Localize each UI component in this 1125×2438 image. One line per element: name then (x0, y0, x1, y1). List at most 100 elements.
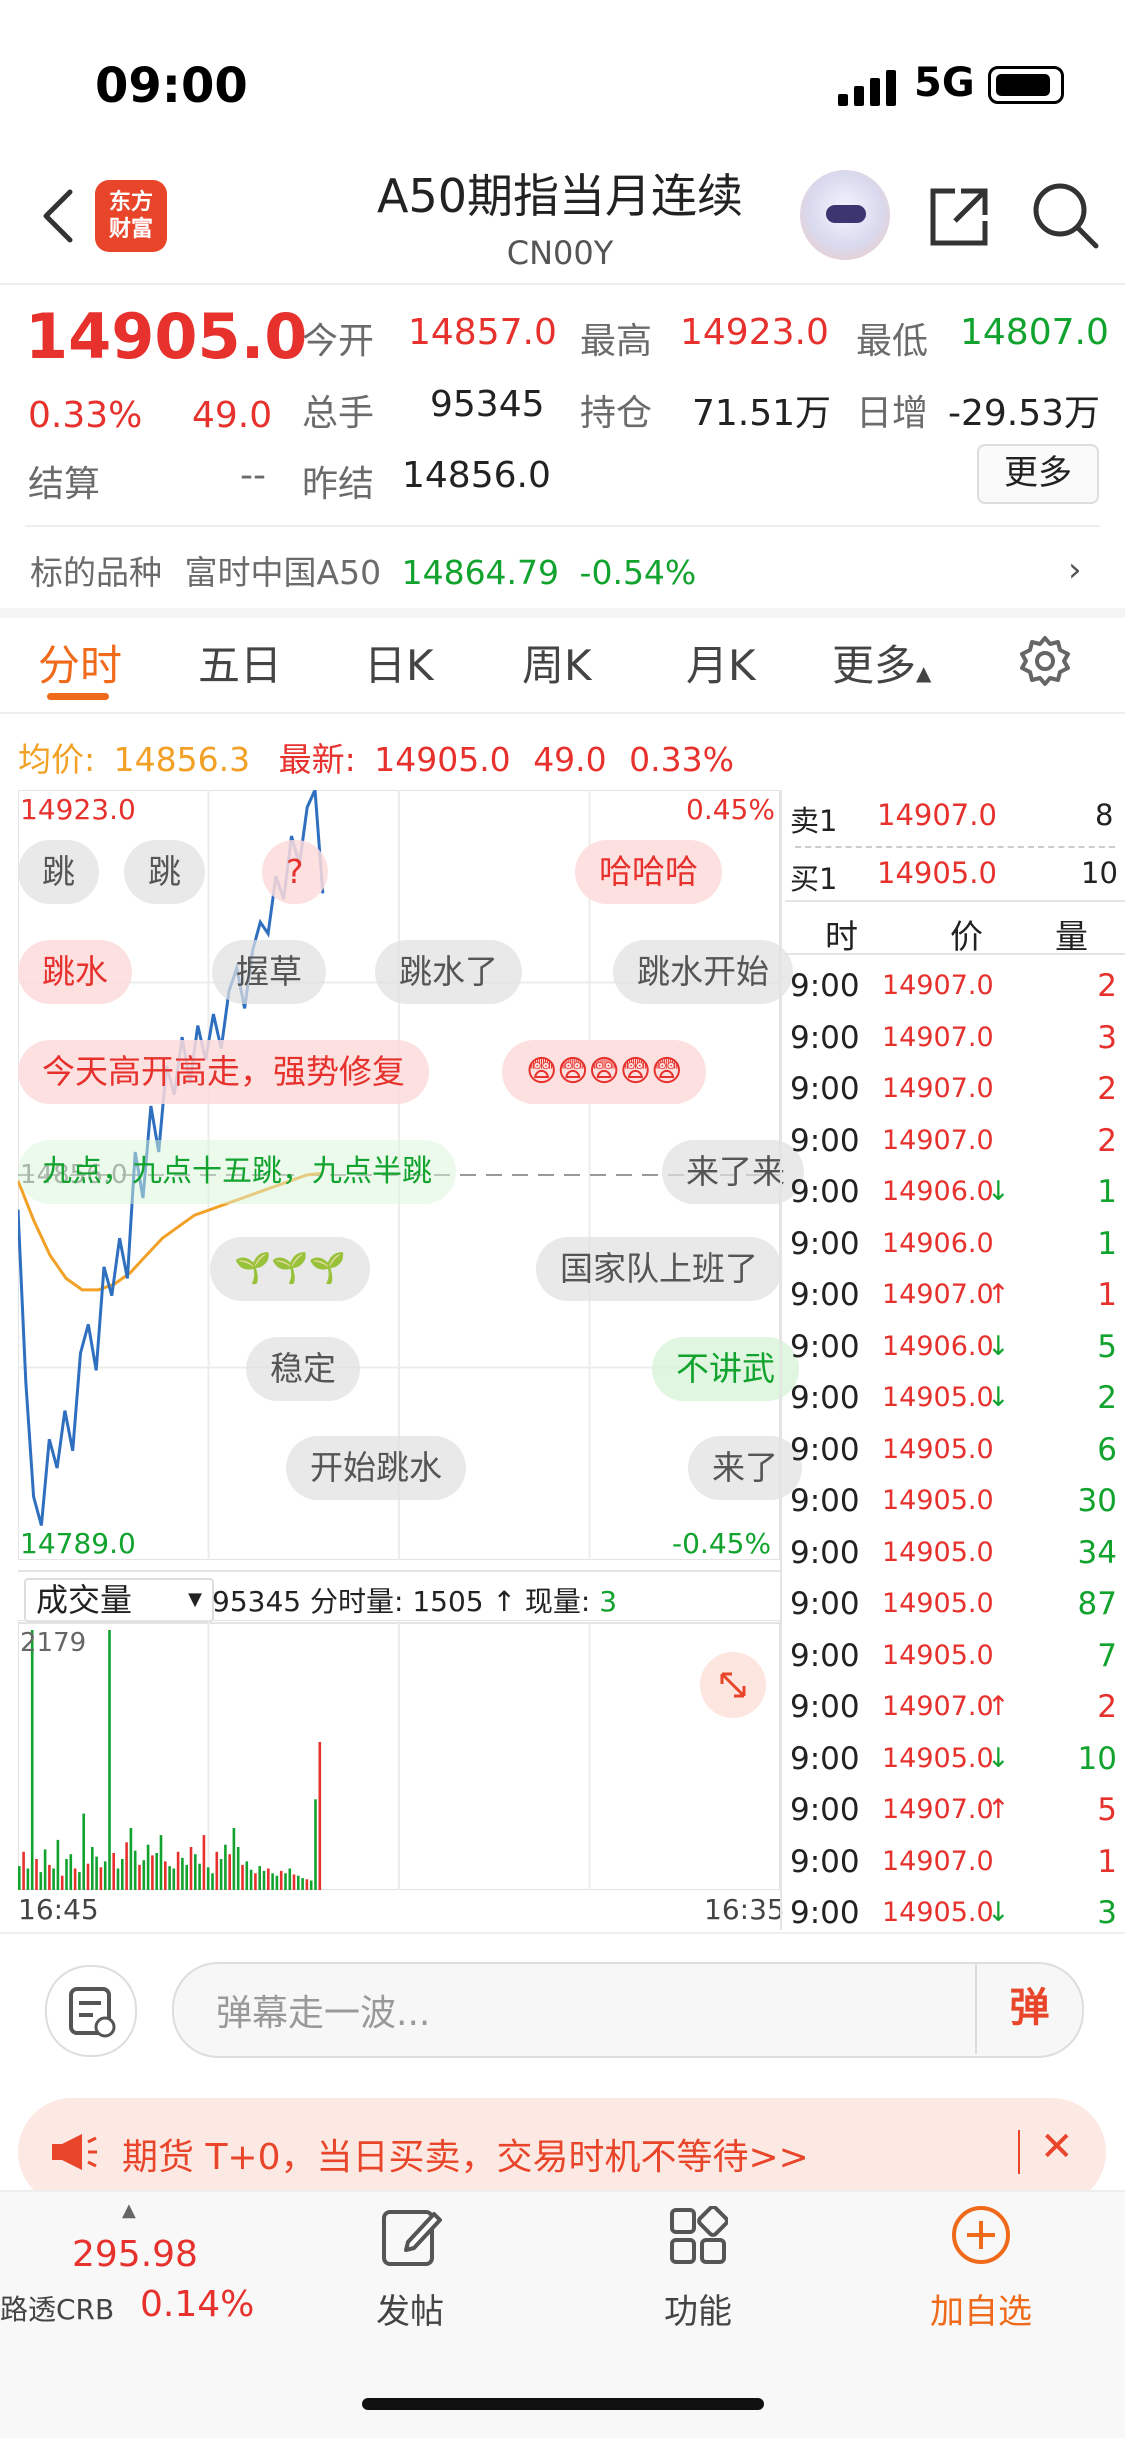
buy1-label: 买1 (790, 862, 838, 896)
close-icon[interactable]: ✕ (1040, 2124, 1074, 2170)
chart-low-label: 14789.0 (20, 1527, 136, 1560)
tab-daily-k[interactable]: 日K (364, 641, 434, 690)
danmaku-bubble: 稳定 (246, 1337, 360, 1401)
volume-bar (95, 1856, 98, 1890)
buy1-vol: 10 (1081, 856, 1118, 890)
end-time: 16:35 (704, 1893, 785, 1926)
tab-five-day[interactable]: 五日 (198, 641, 283, 690)
comment-list-icon[interactable] (45, 1965, 137, 2057)
gear-icon[interactable] (1018, 634, 1072, 692)
volume-bar (228, 1854, 231, 1890)
tick-time: 9:00 (790, 1225, 860, 1262)
nav-function-label[interactable]: 功能 (664, 2292, 732, 2332)
latest-change: 49.0 (533, 740, 607, 779)
tick-price: 14907.0 (882, 1124, 994, 1156)
tick-row: 9:00 14907.0 2 (785, 1063, 1125, 1111)
volume-bar (22, 1851, 25, 1890)
underlying-price: 14864.79 (401, 553, 560, 592)
edit-post-icon[interactable] (378, 2204, 448, 2274)
tick-row: 9:00 14907.0 2 (785, 960, 1125, 1008)
volume-bar (129, 1828, 133, 1890)
index-pct: 0.14% (140, 2284, 255, 2325)
tick-price: 14905.0 (882, 1742, 994, 1774)
underlying-name: 富时中国A50 (184, 553, 382, 592)
volume-bar (254, 1873, 257, 1890)
volume-chart[interactable] (18, 1620, 780, 1890)
underlying-change: -0.54% (579, 553, 697, 592)
tick-vol-label: 分时量: (309, 1585, 404, 1618)
tick-row: 9:00 14905.0 30 (785, 1475, 1125, 1523)
volume-bar (172, 1868, 176, 1890)
tick-price: 14905.0 (882, 1433, 994, 1465)
volume-bar (108, 1630, 111, 1890)
back-icon[interactable] (38, 188, 78, 248)
start-time: 16:45 (18, 1893, 99, 1926)
share-icon[interactable] (925, 183, 993, 255)
tick-time: 9:00 (790, 1586, 860, 1622)
tick-price: 14905.0 (882, 1639, 994, 1671)
volume-bar (138, 1864, 141, 1890)
volume-selector[interactable]: 成交量 ▼ (24, 1578, 214, 1622)
logo-line1: 东方 (108, 190, 153, 215)
tab-intraday[interactable]: 分时 (38, 641, 123, 690)
tick-row: 9:00 14905.0 87 (785, 1578, 1125, 1626)
arrow-down-icon: ↓ (987, 1330, 1010, 1362)
volume-bar (69, 1854, 73, 1890)
volume-bar (202, 1835, 206, 1890)
tick-row: 9:00 14907.0 ↑ 1 (785, 1269, 1125, 1317)
tab-more[interactable]: 更多▲ (832, 632, 931, 693)
tick-vol: 30 (1077, 1483, 1117, 1519)
grid-function-icon[interactable] (668, 2205, 729, 2270)
danmaku-send-button[interactable]: 弹 (975, 1962, 1082, 2054)
tick-price: 14905.0 (882, 1897, 994, 1928)
tick-price: 14906.0 (882, 1227, 994, 1259)
volume-bar (258, 1866, 261, 1890)
chevron-right-icon[interactable]: › (1068, 550, 1082, 590)
divider (0, 283, 1125, 285)
add-watchlist-icon[interactable] (950, 2204, 1012, 2270)
battery-level (996, 74, 1050, 96)
tick-time: 9:00 (790, 1071, 860, 1107)
volume-bar (151, 1855, 154, 1890)
promo-banner[interactable] (18, 2098, 1106, 2206)
underlying-row[interactable]: 标的品种 富时中国A50 14864.79 -0.54% (30, 546, 696, 594)
divider (785, 953, 1125, 955)
danmaku-input[interactable] (172, 1962, 1084, 2058)
tick-price: 14907.0 (882, 1845, 994, 1877)
tick-vol: 3 (1097, 1019, 1117, 1056)
tick-price: 14906.0 (882, 1176, 994, 1207)
volume-bar (284, 1873, 287, 1890)
tick-time: 9:00 (790, 1534, 860, 1571)
volume-bar (121, 1859, 124, 1890)
volume-bar (164, 1861, 167, 1890)
tick-price: 14905.0 (882, 1536, 994, 1568)
volume-bar (224, 1844, 227, 1890)
expand-icon[interactable] (700, 1652, 766, 1718)
volume-bar (249, 1869, 253, 1890)
sell1-price: 14907.0 (877, 798, 997, 832)
volume-bar (275, 1875, 279, 1890)
divider (785, 900, 1125, 902)
volume-header: 成交量 ▼ 95345 分时量: 1505 ↑ 现量: 3 (18, 1570, 780, 1624)
search-icon[interactable] (1030, 180, 1100, 254)
signal-icon (838, 68, 908, 112)
tick-time: 9:00 (790, 1689, 860, 1725)
tab-weekly-k[interactable]: 周K (522, 641, 592, 690)
col-price: 价 (950, 917, 983, 956)
tab-monthly-k[interactable]: 月K (686, 641, 756, 690)
latest-change-pct: 0.33% (629, 740, 735, 779)
volume-bar (30, 1630, 34, 1890)
more-button[interactable]: 更多 (977, 444, 1099, 504)
latest-label: 最新: (278, 740, 356, 779)
tick-row: 9:00 14907.0 1 (785, 1836, 1125, 1884)
tick-row: 9:00 14907.0 3 (785, 1012, 1125, 1060)
tick-arrow: ↑ (492, 1585, 516, 1618)
tick-time: 9:00 (790, 1637, 860, 1674)
tick-time: 9:00 (790, 1740, 860, 1777)
nav-post-label[interactable]: 发帖 (376, 2292, 444, 2332)
volume-bar (185, 1864, 188, 1890)
page-title: A50期指当月连续 (376, 169, 743, 223)
danmaku-bubble: 今天高开高走，强势修复 (18, 1040, 429, 1104)
tick-vol: 2 (1097, 968, 1117, 1004)
nav-add-label[interactable]: 加自选 (930, 2292, 1032, 2332)
